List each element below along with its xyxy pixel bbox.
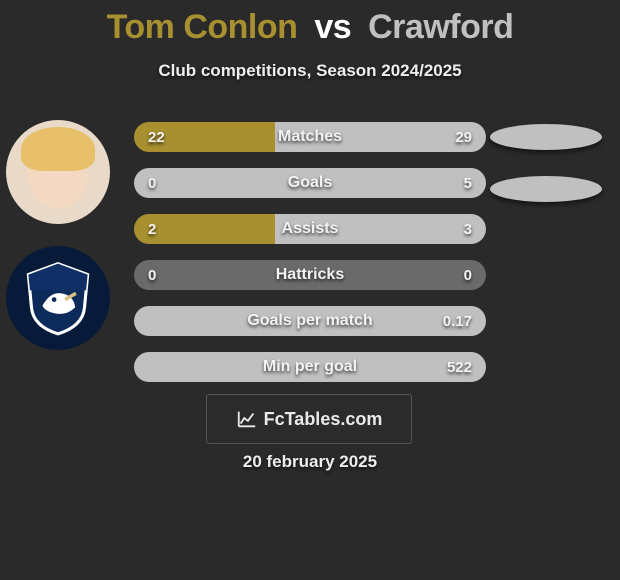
stat-row: Min per goal522 [134,352,486,382]
player1-avatar [6,120,110,224]
stat-value-right: 0 [464,260,472,290]
stat-value-right: 522 [447,352,472,382]
stat-row: Matches22 29 [134,122,486,152]
stat-row: Goals per match0.17 [134,306,486,336]
vs-label: vs [314,8,351,46]
brand-footer: FcTables.com [206,394,412,444]
stat-label: Goals per match [134,306,486,336]
side-ovals [490,124,602,228]
stat-row: Goals0 5 [134,168,486,198]
player2-name: Crawford [368,8,513,46]
date-label: 20 february 2025 [0,452,620,472]
stat-value-left: 22 [148,122,165,152]
side-oval [490,176,602,202]
stat-bars: Matches2229Goals05Assists23Hattricks00Go… [134,122,486,398]
avatar-placeholder-hair [21,127,95,171]
stat-row: Hattricks0 0 [134,260,486,290]
stat-label: Goals [134,168,486,198]
stat-label: Matches [134,122,486,152]
avatars [6,120,110,372]
player1-name: Tom Conlon [107,8,298,46]
club-crest-icon [19,259,97,337]
stat-value-left: 2 [148,214,156,244]
avatar-placeholder-head [27,135,89,209]
stat-label: Assists [134,214,486,244]
stat-value-left: 0 [148,260,156,290]
stat-value-right: 3 [464,214,472,244]
stat-value-left: 0 [148,168,156,198]
stat-value-right: 0.17 [443,306,472,336]
comparison-title: Tom Conlon vs Crawford [0,0,620,47]
subtitle: Club competitions, Season 2024/2025 [0,61,620,81]
stat-value-right: 29 [455,122,472,152]
chart-icon [236,408,258,430]
stat-value-right: 5 [464,168,472,198]
player2-avatar [6,246,110,350]
stat-label: Hattricks [134,260,486,290]
side-oval [490,124,602,150]
stat-label: Min per goal [134,352,486,382]
stat-row: Assists2 3 [134,214,486,244]
brand-text: FcTables.com [264,409,383,430]
